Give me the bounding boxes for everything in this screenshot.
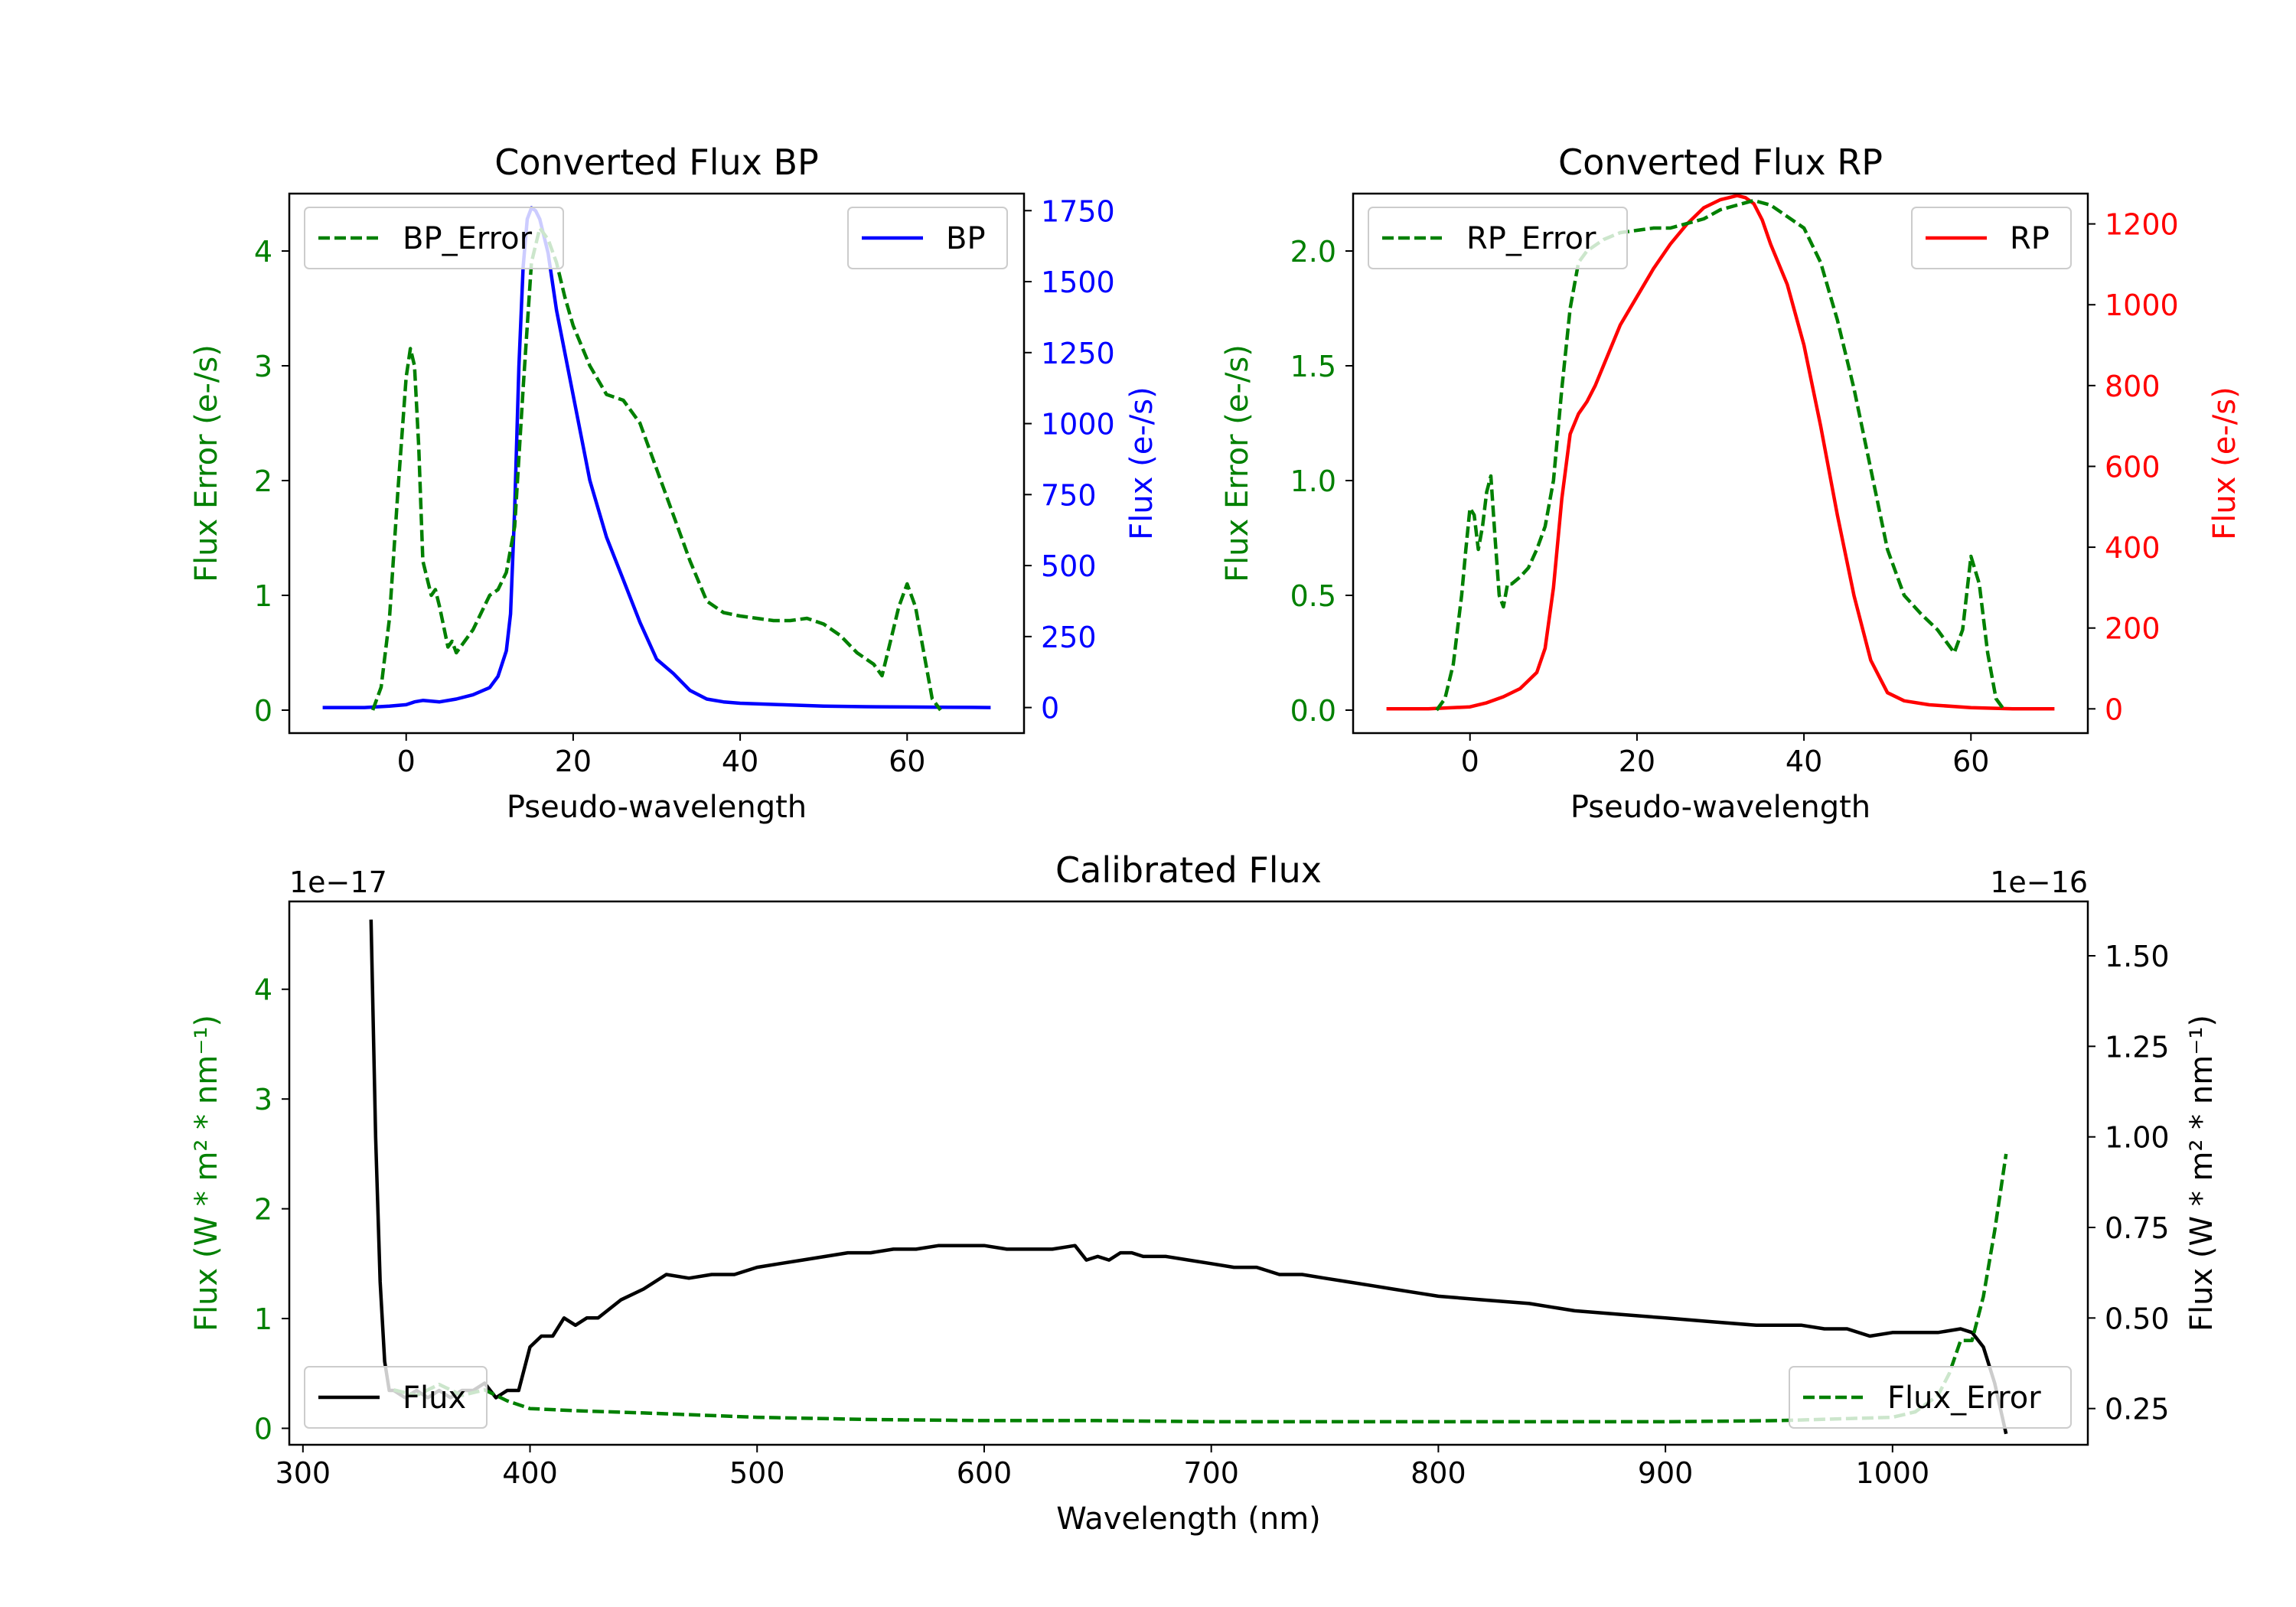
y-left-tick-label: 0 [254, 1412, 272, 1446]
legend-box [1911, 207, 2072, 269]
y-right-tick-label: 1500 [1041, 266, 1115, 299]
y-right-tick-label: 800 [2105, 370, 2161, 403]
x-tick-label: 60 [889, 745, 925, 778]
y-left-tick-label: 0.5 [1290, 579, 1336, 613]
y-right-tick-label: 0 [2105, 693, 2123, 726]
y-left-axis-label: Flux (W * m² * nm⁻¹) [189, 1015, 224, 1332]
x-axis-label: Pseudo-wavelength [1570, 790, 1870, 825]
y-right-tick-label: 250 [1041, 621, 1097, 654]
y-right-tick-label: 0.25 [2105, 1393, 2170, 1426]
y-left-axis-label: Flux Error (e-/s) [189, 344, 224, 582]
y-right-tick-label: 1.25 [2105, 1030, 2170, 1064]
series-line-flux-error [393, 1153, 2008, 1424]
x-tick-label: 0 [397, 745, 416, 778]
y-right-tick-label: 400 [2105, 531, 2161, 565]
chart-title: Converted Flux RP [1558, 142, 1883, 183]
y-left-tick-label: 3 [254, 1083, 272, 1116]
series-line-rp [1386, 194, 2055, 711]
series-line-bp [322, 206, 991, 709]
y-right-tick-label: 600 [2105, 450, 2161, 484]
y-right-axis-label: Flux (W * m² * nm⁻¹) [2184, 1015, 2219, 1332]
axes-frame [288, 192, 1026, 735]
y-left-tick-label: 4 [254, 235, 272, 269]
y-left-axis-label: Flux Error (e-/s) [1220, 344, 1255, 582]
y-right-tick-label: 1200 [2105, 208, 2179, 242]
chart-title: Calibrated Flux [1055, 849, 1322, 891]
axes-frame [288, 900, 2089, 1446]
x-tick-label: 0 [1461, 745, 1479, 778]
x-tick-label: 1000 [1855, 1456, 1929, 1490]
y-left-tick-label: 4 [254, 973, 272, 1007]
x-tick-label: 400 [502, 1456, 558, 1490]
legend-box [1368, 207, 1628, 269]
x-tick-label: 40 [722, 745, 758, 778]
axes-frame [1352, 192, 2089, 735]
y-right-tick-label: 0.50 [2105, 1302, 2170, 1335]
y-left-tick-label: 2 [254, 1193, 272, 1227]
y-right-tick-label: 0.75 [2105, 1211, 2170, 1245]
x-tick-label: 20 [555, 745, 592, 778]
y-right-tick-label: 1750 [1041, 194, 1115, 228]
series-line-rp-error [1435, 198, 2006, 712]
legend-label: RP [2010, 221, 2050, 256]
legend-label: BP [946, 221, 986, 256]
legend-label: BP_Error [403, 221, 533, 256]
y-left-tick-label: 1 [254, 579, 272, 613]
x-tick-label: 40 [1786, 745, 1822, 778]
y-left-tick-label: 1.5 [1290, 350, 1336, 383]
y-right-scale-label: 1e−16 [1990, 865, 2088, 899]
legend-box [847, 207, 1008, 269]
x-tick-label: 700 [1183, 1456, 1239, 1490]
y-right-tick-label: 1.00 [2105, 1121, 2170, 1155]
legend-label: RP_Error [1466, 221, 1596, 256]
x-tick-label: 60 [1952, 745, 1989, 778]
x-tick-label: 20 [1619, 745, 1655, 778]
x-tick-label: 900 [1638, 1456, 1694, 1490]
y-left-tick-label: 2 [254, 464, 272, 498]
x-tick-label: 300 [276, 1456, 331, 1490]
legend-box [304, 207, 564, 269]
legend-label: Flux [403, 1380, 466, 1416]
y-left-tick-label: 0 [254, 694, 272, 728]
y-left-tick-label: 2.0 [1290, 235, 1336, 269]
y-left-scale-label: 1e−17 [289, 865, 387, 899]
x-tick-label: 500 [729, 1456, 785, 1490]
legend-label: Flux_Error [1887, 1380, 2041, 1416]
x-tick-label: 600 [957, 1456, 1013, 1490]
y-right-tick-label: 0 [1041, 692, 1059, 725]
y-right-tick-label: 1.50 [2105, 940, 2170, 973]
y-right-axis-label: Flux (e-/s) [2207, 386, 2242, 539]
y-right-tick-label: 500 [1041, 549, 1097, 583]
y-left-tick-label: 0.0 [1290, 694, 1336, 728]
x-tick-label: 800 [1411, 1456, 1466, 1490]
legend-box [1789, 1366, 2072, 1429]
x-axis-label: Pseudo-wavelength [507, 790, 807, 825]
series-line-flux [369, 919, 2008, 1435]
y-left-tick-label: 1.0 [1290, 464, 1336, 498]
y-left-tick-label: 3 [254, 350, 272, 383]
chart-title: Converted Flux BP [494, 142, 819, 183]
y-right-tick-label: 750 [1041, 478, 1097, 512]
y-right-tick-label: 1250 [1041, 337, 1115, 370]
y-right-axis-label: Flux (e-/s) [1124, 386, 1159, 539]
y-right-tick-label: 1000 [2105, 288, 2179, 322]
y-left-tick-label: 1 [254, 1302, 272, 1336]
series-line-bp-error [370, 226, 942, 712]
y-right-tick-label: 200 [2105, 612, 2161, 646]
legend-box [304, 1366, 488, 1429]
y-right-tick-label: 1000 [1041, 408, 1115, 442]
x-axis-label: Wavelength (nm) [1056, 1501, 1321, 1537]
